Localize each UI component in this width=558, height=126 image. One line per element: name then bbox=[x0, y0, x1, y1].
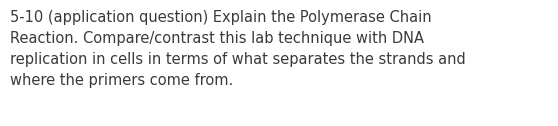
Text: 5-10 (application question) Explain the Polymerase Chain
Reaction. Compare/contr: 5-10 (application question) Explain the … bbox=[10, 10, 466, 88]
